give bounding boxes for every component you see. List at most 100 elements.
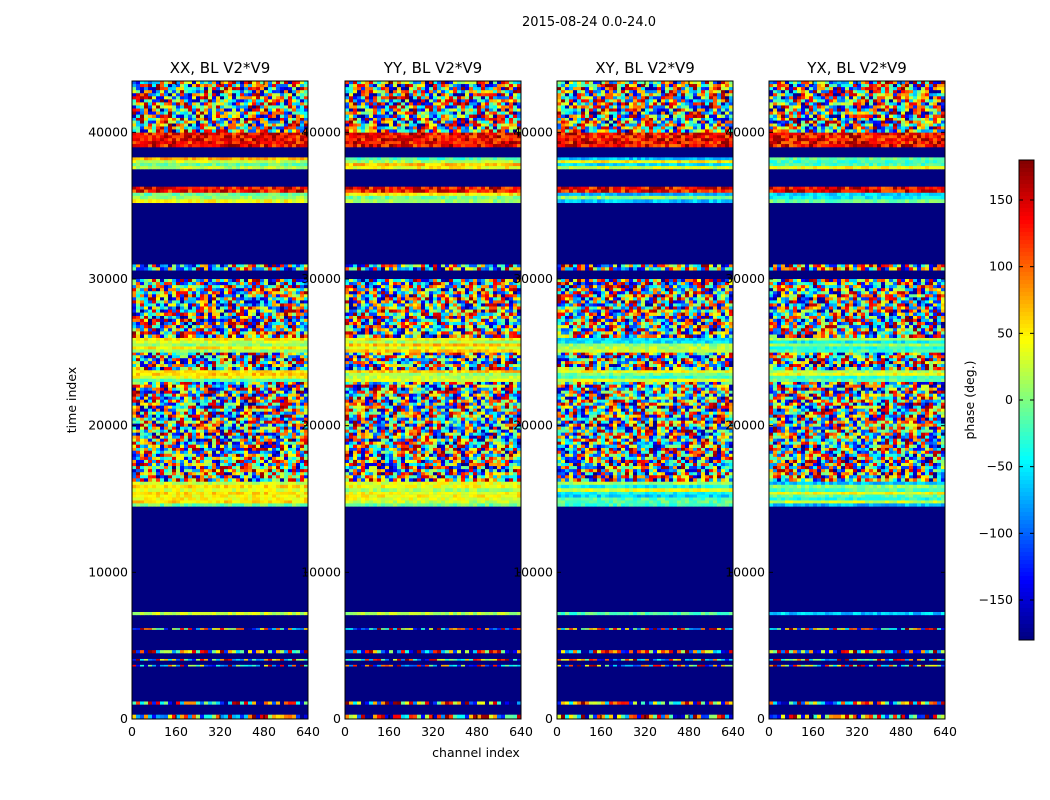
heatmap-segment bbox=[345, 192, 521, 204]
panel-title: YY, BL V2*V9 bbox=[383, 59, 482, 77]
colorbar-tick-label: −50 bbox=[987, 459, 1013, 474]
heatmap-segment bbox=[769, 147, 945, 158]
heatmap-segment bbox=[557, 315, 733, 338]
heatmap-segment bbox=[769, 704, 945, 715]
y-tick-label: 20000 bbox=[513, 418, 553, 433]
heatmap-segment bbox=[345, 186, 521, 193]
heatmap-segment bbox=[132, 264, 308, 271]
x-tick-label: 640 bbox=[721, 724, 745, 739]
x-tick-label: 320 bbox=[421, 724, 445, 739]
heatmap-segment bbox=[557, 369, 733, 382]
colorbar-gradient bbox=[1019, 160, 1034, 641]
x-tick-label: 480 bbox=[677, 724, 701, 739]
x-tick-label: 320 bbox=[208, 724, 232, 739]
heatmap-segment bbox=[557, 186, 733, 193]
heatmap-segment bbox=[132, 369, 308, 382]
heatmap-segment bbox=[769, 157, 945, 170]
heatmap-segment bbox=[557, 628, 733, 630]
heatmap-image bbox=[769, 81, 945, 719]
heatmap-segment bbox=[345, 701, 521, 705]
heatmap-segment bbox=[345, 506, 521, 612]
heatmap-segment bbox=[132, 186, 308, 193]
heatmap-segment bbox=[345, 369, 521, 382]
x-tick-label: 0 bbox=[553, 724, 561, 739]
heatmap-segment bbox=[557, 704, 733, 715]
colorbar-label: phase (deg.) bbox=[962, 361, 977, 440]
heatmap-segment bbox=[557, 202, 733, 265]
x-tick-label: 640 bbox=[509, 724, 533, 739]
heatmap-segment bbox=[769, 701, 945, 705]
heatmap-segment bbox=[769, 714, 945, 719]
heatmap-segment bbox=[769, 653, 945, 659]
heatmap-segment bbox=[769, 381, 945, 448]
figure-suptitle: 2015-08-24 0.0-24.0 bbox=[522, 15, 656, 30]
heatmap-segment bbox=[345, 481, 521, 492]
heatmap-image bbox=[132, 81, 308, 719]
heatmap-segment bbox=[557, 658, 733, 661]
heatmap-segment bbox=[345, 628, 521, 630]
panel-yx: YX, BL V2*V9 0 160 320 480 640 0 10000 20000 3000… bbox=[725, 59, 957, 739]
heatmap-segment bbox=[345, 337, 521, 353]
heatmap-segment bbox=[132, 666, 308, 702]
heatmap-segment bbox=[557, 653, 733, 659]
heatmap-segment bbox=[345, 117, 521, 133]
y-tick-label: 20000 bbox=[301, 418, 341, 433]
heatmap-segment bbox=[345, 653, 521, 659]
heatmap-segment bbox=[345, 704, 521, 715]
heatmap-segment bbox=[345, 147, 521, 158]
heatmap-segment bbox=[557, 132, 733, 148]
heatmap-segment bbox=[132, 701, 308, 705]
colorbar-tick-label: 150 bbox=[989, 192, 1013, 207]
heatmap-segment bbox=[557, 714, 733, 719]
heatmap-segment bbox=[132, 629, 308, 651]
panel-xx: XX, BL V2*V9 0 160 320 480 640 0 10000 20000 3000… bbox=[88, 59, 320, 739]
x-tick-label: 0 bbox=[765, 724, 773, 739]
heatmap-segment bbox=[769, 660, 945, 665]
heatmap-segment bbox=[557, 491, 733, 507]
heatmap-segment bbox=[769, 447, 945, 482]
panel-xy: XY, BL V2*V9 0 160 320 480 640 0 10000 20000 3000… bbox=[513, 59, 745, 739]
heatmap-segment bbox=[132, 491, 308, 507]
colorbar-tick-label: 50 bbox=[997, 325, 1013, 340]
heatmap-segment bbox=[557, 701, 733, 705]
heatmap-segment bbox=[769, 270, 945, 279]
heatmap-segment bbox=[769, 628, 945, 630]
heatmap-segment bbox=[557, 629, 733, 651]
panel-title: XX, BL V2*V9 bbox=[170, 59, 271, 77]
heatmap-segment bbox=[345, 491, 521, 507]
heatmap-segment bbox=[557, 169, 733, 187]
heatmap-segment bbox=[557, 481, 733, 492]
y-tick-label: 10000 bbox=[725, 564, 765, 579]
heatmap-segment bbox=[557, 506, 733, 612]
heatmap-segment bbox=[557, 147, 733, 158]
heatmap-segment bbox=[557, 664, 733, 667]
heatmap-segment bbox=[769, 481, 945, 492]
heatmap-segment bbox=[769, 279, 945, 316]
heatmap-segment bbox=[557, 81, 733, 118]
colorbar-tick-label: 100 bbox=[989, 259, 1013, 274]
y-axis-label: time index bbox=[64, 367, 79, 433]
heatmap-segment bbox=[345, 666, 521, 702]
heatmap-segment bbox=[769, 352, 945, 371]
heatmap-segment bbox=[132, 279, 308, 316]
heatmap-segment bbox=[132, 169, 308, 187]
heatmap-segment bbox=[345, 660, 521, 665]
heatmap-segment bbox=[345, 714, 521, 719]
heatmap-segment bbox=[557, 264, 733, 271]
y-tick-label: 20000 bbox=[88, 418, 128, 433]
heatmap-segment bbox=[345, 614, 521, 629]
heatmap-segment bbox=[345, 202, 521, 265]
x-tick-label: 0 bbox=[341, 724, 349, 739]
x-axis-label: channel index bbox=[432, 745, 520, 760]
heatmap-segment bbox=[769, 650, 945, 654]
heatmap-segment bbox=[557, 614, 733, 629]
x-tick-label: 640 bbox=[296, 724, 320, 739]
heatmap-segment bbox=[132, 270, 308, 279]
heatmap-segment bbox=[769, 117, 945, 133]
heatmap-segment bbox=[345, 315, 521, 338]
colorbar-tick-label: −100 bbox=[979, 525, 1013, 540]
heatmap-segment bbox=[557, 660, 733, 665]
heatmap-segment bbox=[132, 447, 308, 482]
heatmap-segment bbox=[345, 629, 521, 651]
heatmap-segment bbox=[132, 611, 308, 616]
